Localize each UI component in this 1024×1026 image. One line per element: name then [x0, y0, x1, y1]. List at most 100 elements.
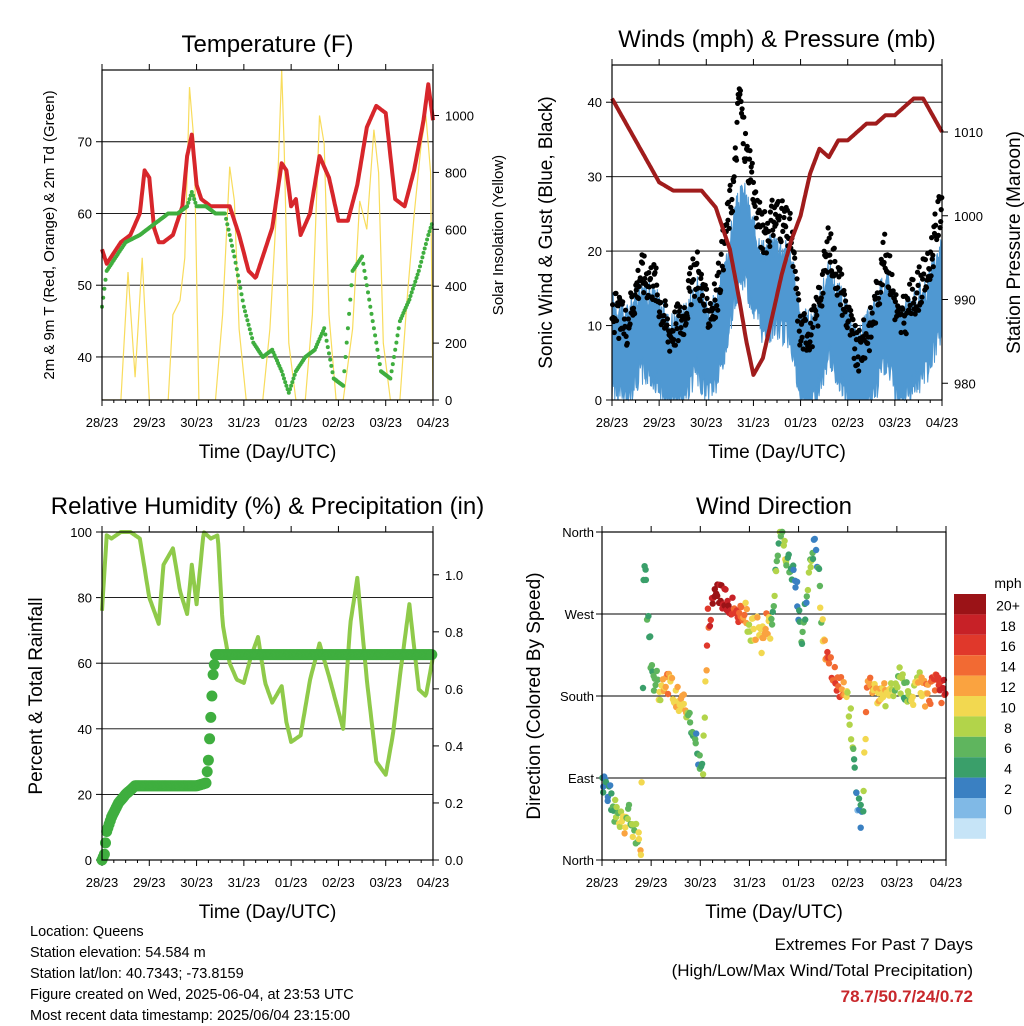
gust-point [848, 307, 854, 314]
gust-point [620, 299, 626, 305]
gust-point [852, 346, 858, 352]
y-tick-label: West [565, 607, 595, 622]
dewpoint-point [193, 200, 198, 205]
dewpoint-point [238, 285, 243, 290]
gust-point [922, 257, 929, 263]
direction-point [703, 642, 711, 649]
gust-point [685, 315, 691, 321]
y-tick-label: 40 [78, 722, 92, 737]
direction-point [857, 824, 864, 831]
y2-axis-label: Station Pressure (Maroon) [1004, 131, 1024, 354]
dewpoint-point [327, 351, 331, 356]
y2-tick-label: 600 [445, 222, 467, 237]
gust-point [694, 260, 700, 266]
direction-point [638, 779, 645, 786]
chart-title: Winds (mph) & Pressure (mb) [618, 26, 935, 53]
gust-point [855, 354, 861, 360]
gust-point [733, 157, 740, 163]
gust-point [794, 276, 800, 282]
gust-point [912, 296, 918, 302]
direction-point [642, 566, 649, 573]
gust-point [861, 317, 867, 323]
direction-point [857, 801, 864, 809]
gust-point [790, 263, 796, 270]
gust-point [672, 309, 678, 315]
gust-point [841, 291, 848, 297]
direction-point [769, 608, 776, 616]
chart-title: Temperature (F) [181, 31, 353, 58]
gust-point [828, 231, 834, 237]
dewpoint-point [328, 357, 333, 362]
gust-point [787, 210, 793, 216]
rainfall-point [100, 837, 111, 849]
rainfall-point [98, 848, 110, 860]
y2-tick-label: 0.4 [445, 739, 463, 754]
gust-point [746, 156, 753, 162]
gust-point [727, 182, 733, 188]
dewpoint-point [389, 369, 394, 374]
direction-point [645, 612, 652, 620]
gust-point [699, 292, 706, 299]
gust-point [807, 339, 813, 345]
direction-point [931, 687, 939, 694]
gust-point [844, 325, 850, 331]
gust-point [725, 217, 731, 223]
x-tick-label: 31/23 [228, 415, 261, 430]
direction-point [768, 621, 776, 628]
gust-point [716, 269, 722, 275]
rainfall-point [200, 777, 212, 789]
dewpoint-point [189, 190, 194, 194]
dewpoint-point [232, 254, 237, 259]
direction-point [622, 824, 629, 831]
direction-point [825, 660, 833, 667]
gust-point [658, 299, 664, 306]
gust-point [842, 309, 848, 315]
dewpoint-point [230, 243, 234, 248]
direction-point [882, 703, 889, 710]
x-tick-label: 28/23 [596, 415, 629, 430]
direction-point [648, 662, 656, 669]
dewpoint-point [324, 338, 329, 343]
gust-point [731, 174, 737, 180]
direction-point [629, 833, 636, 841]
direction-point [924, 690, 931, 697]
direction-point [696, 752, 703, 759]
gust-point [776, 213, 783, 219]
direction-point [927, 700, 934, 707]
gust-point [808, 332, 814, 338]
direction-point [674, 683, 681, 691]
direction-point [783, 562, 790, 569]
gust-point [654, 292, 660, 298]
dewpoint-point [291, 376, 296, 381]
dewpoint-point [341, 383, 346, 388]
dewpoint-point [233, 260, 238, 265]
gust-point [739, 106, 745, 112]
dewpoint-point [409, 290, 414, 295]
y-tick-label: 0 [595, 393, 602, 408]
direction-point [642, 576, 650, 584]
colorbar-swatch [954, 818, 986, 839]
direction-point [743, 605, 750, 613]
series-direction [599, 528, 949, 858]
direction-point [802, 616, 809, 623]
series-solar-insolation [102, 70, 433, 400]
direction-point [639, 684, 647, 692]
dewpoint-point [396, 326, 401, 331]
x-axis-label: Time (Day/UTC) [199, 442, 337, 463]
direction-point [709, 600, 716, 607]
dewpoint-point [362, 268, 367, 273]
gust-point [887, 253, 893, 259]
gust-point [757, 199, 763, 205]
x-tick-label: 02/23 [831, 415, 864, 430]
direction-point [896, 664, 903, 671]
direction-point [844, 689, 851, 696]
x-tick-label: 04/23 [926, 415, 959, 430]
gust-point [633, 287, 639, 293]
gust-point [763, 250, 770, 256]
rainfall-point [206, 690, 218, 702]
gust-point [933, 222, 939, 228]
gust-point [827, 252, 833, 258]
dewpoint-point [343, 355, 348, 359]
gust-point [792, 268, 798, 274]
direction-point [738, 603, 745, 611]
